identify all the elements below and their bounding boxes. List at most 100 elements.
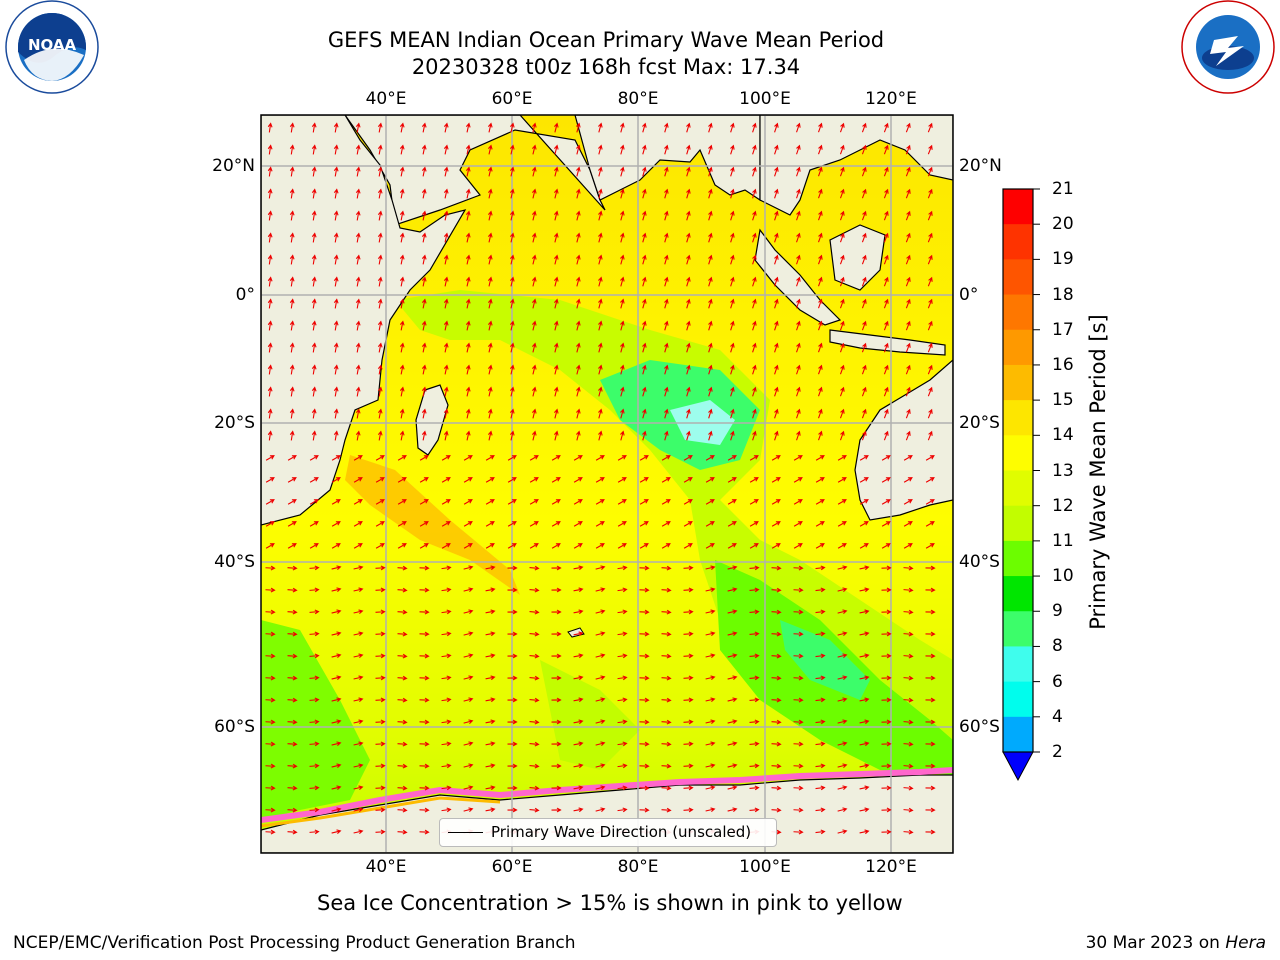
wave-arrow <box>421 408 427 419</box>
wave-arrow <box>419 675 430 681</box>
wave-arrow <box>859 741 870 747</box>
wave-arrow <box>353 763 364 769</box>
wave-arrow <box>265 675 276 681</box>
wave-arrow <box>441 565 452 571</box>
wave-arrow <box>331 631 342 637</box>
wave-arrow <box>507 741 518 747</box>
wave-arrow <box>333 364 339 375</box>
wave-arrow <box>925 609 936 615</box>
land-australia <box>854 359 953 521</box>
wave-arrow <box>927 342 933 353</box>
land-antarctica <box>261 774 953 853</box>
wave-arrow <box>686 276 691 287</box>
wave-arrow <box>553 320 559 331</box>
wave-arrow <box>752 342 757 353</box>
wave-arrow <box>620 320 625 331</box>
wave-arrow <box>443 430 449 441</box>
colorbar-tick-label: 8 <box>1052 636 1063 657</box>
wave-arrow <box>441 697 452 703</box>
wave-arrow <box>620 166 625 177</box>
wave-arrow <box>752 276 757 287</box>
colorbar-segment <box>1003 681 1033 718</box>
wave-arrow <box>309 653 320 659</box>
colorbar-tick-label: 14 <box>1052 425 1074 446</box>
colorbar-segment <box>1003 611 1033 647</box>
wave-arrow <box>793 675 804 681</box>
wave-arrow <box>267 276 273 287</box>
wave-arrow <box>331 807 342 813</box>
wave-arrow <box>421 122 427 133</box>
wave-arrow <box>815 499 825 505</box>
wave-arrow <box>925 543 935 549</box>
wave-arrow <box>861 364 867 375</box>
wave-arrow <box>859 785 870 791</box>
wave-arrow <box>774 386 779 397</box>
wave-arrow <box>463 719 474 724</box>
wave-arrow <box>441 807 452 813</box>
wave-arrow <box>727 521 737 527</box>
wave-arrow <box>419 521 429 527</box>
wave-arrow <box>485 609 496 615</box>
land-india-north <box>574 115 761 202</box>
wave-arrow <box>595 477 605 483</box>
colorbar-tick-label: 13 <box>1052 460 1074 481</box>
wave-arrow <box>817 122 823 133</box>
wave-arrow <box>793 609 804 615</box>
wave-arrow <box>397 807 408 813</box>
wave-arrow <box>598 188 603 199</box>
wave-arrow <box>463 697 474 702</box>
wave-arrow <box>683 807 694 813</box>
wave-arrow <box>752 386 757 397</box>
wave-arrow <box>664 386 669 397</box>
wave-arrow <box>661 631 672 637</box>
legend-line-sample <box>448 832 483 833</box>
wave-arrow <box>639 675 650 681</box>
wave-arrow <box>333 122 339 133</box>
wave-arrow <box>752 188 757 199</box>
wave-arrow <box>639 609 650 615</box>
wave-arrow <box>311 342 317 353</box>
wave-arrow <box>859 543 869 549</box>
wave-arrow <box>487 342 493 353</box>
wave-arrow <box>553 166 559 177</box>
wave-arrow <box>708 254 713 265</box>
sea-ice-edge <box>261 767 953 823</box>
lon-tick-label-top: 100°E <box>739 89 791 109</box>
wave-arrow <box>749 763 760 769</box>
wave-arrow <box>817 188 823 199</box>
wave-arrow <box>331 521 341 527</box>
wave-arrow <box>507 697 518 703</box>
wave-arrow <box>883 232 889 243</box>
wave-arrow <box>399 364 405 375</box>
wave-arrow <box>595 543 605 549</box>
wave-arrow <box>421 254 427 265</box>
wave-arrow <box>686 408 691 419</box>
wave-arrow <box>309 741 320 747</box>
wave-arrow <box>708 210 713 221</box>
wave-arrow <box>355 122 361 133</box>
wave-arrow <box>793 587 804 593</box>
wave-arrow <box>617 477 627 483</box>
wave-arrow <box>727 785 738 791</box>
wave-arrow <box>287 499 297 505</box>
wave-arrow <box>595 785 606 790</box>
wave-arrow <box>749 565 760 571</box>
wave-arrow <box>793 565 804 571</box>
wave-arrow <box>353 741 364 747</box>
land-indochina <box>759 115 953 216</box>
wave-arrow <box>881 719 892 725</box>
wave-arrow <box>686 254 691 265</box>
wave-arrow <box>771 719 782 725</box>
wave-arrow <box>881 741 892 747</box>
wave-arrow <box>793 785 804 791</box>
lat-tick-label-left: 20°N <box>212 156 255 176</box>
wave-arrow <box>397 653 408 659</box>
wave-arrow <box>353 653 364 659</box>
wave-arrow <box>309 521 319 527</box>
wave-arrow <box>595 455 605 461</box>
wave-arrow <box>903 609 914 615</box>
wave-arrow <box>355 276 361 287</box>
wave-arrow <box>309 829 320 835</box>
wave-arrow <box>289 144 295 155</box>
wave-arrow <box>353 807 364 813</box>
